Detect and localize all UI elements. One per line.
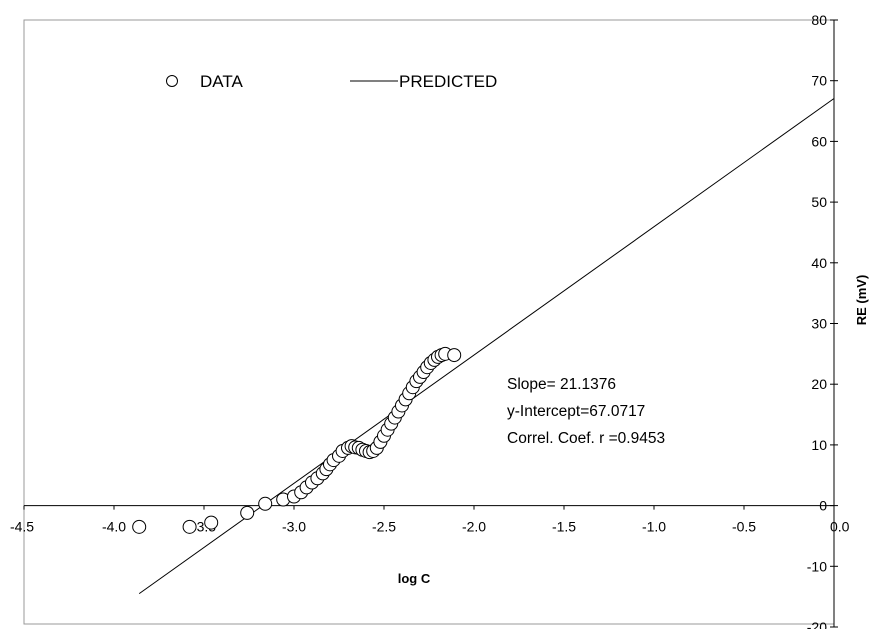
x-tick-label: -4.5 bbox=[10, 519, 34, 535]
correlation-annotation: Correl. Coef. r =0.9453 bbox=[507, 430, 665, 447]
x-tick-label: 0.0 bbox=[830, 519, 850, 535]
predicted-series bbox=[138, 98, 835, 595]
intercept-annotation: y-Intercept=67.0717 bbox=[507, 403, 645, 420]
data-series bbox=[132, 346, 462, 534]
x-tick-label: -2.0 bbox=[462, 519, 486, 535]
x-tick-label: -0.5 bbox=[732, 519, 756, 535]
y-axis-title: RE (mV) bbox=[854, 275, 869, 326]
y-tick-label: -20 bbox=[807, 619, 827, 629]
plot-area-frame bbox=[23, 19, 835, 625]
fit-annotations: Slope= 21.1376 y-Intercept=67.0717 Corre… bbox=[507, 376, 665, 447]
legend-data-marker bbox=[166, 75, 178, 87]
y-tick-label: 50 bbox=[811, 194, 827, 210]
slope-annotation: Slope= 21.1376 bbox=[507, 376, 616, 393]
legend-data-label: DATA bbox=[200, 72, 243, 91]
x-tick-label: -3.0 bbox=[282, 519, 306, 535]
x-tick-label: -1.0 bbox=[642, 519, 666, 535]
y-tick-label: 70 bbox=[811, 73, 827, 89]
y-tick-label: 40 bbox=[811, 255, 827, 271]
x-axis: -4.5 -4.0 -3.5 -3.0 -2.5 -2.0 -1.5 -1.0 -0.5 0.0 bbox=[10, 505, 850, 535]
y-tick-label: 30 bbox=[811, 316, 827, 332]
legend: DATA PREDICTED bbox=[166, 72, 497, 91]
predicted-line bbox=[138, 98, 835, 595]
x-axis-title: log C bbox=[398, 571, 431, 586]
data-point bbox=[204, 515, 219, 530]
y-tick-label: 60 bbox=[811, 133, 827, 149]
x-tick-label: -4.0 bbox=[102, 519, 126, 535]
data-point bbox=[132, 519, 147, 534]
data-point bbox=[447, 348, 462, 363]
y-tick-label: -10 bbox=[807, 558, 827, 574]
data-point bbox=[258, 496, 273, 511]
y-tick-label: 0 bbox=[819, 498, 827, 514]
data-point bbox=[182, 519, 197, 534]
y-tick-label: 20 bbox=[811, 376, 827, 392]
y-axis: -20 -10 0 10 20 30 40 50 60 70 80 bbox=[807, 12, 838, 629]
y-tick-label: 10 bbox=[811, 437, 827, 453]
x-tick-label: -1.5 bbox=[552, 519, 576, 535]
data-point bbox=[240, 505, 255, 520]
legend-predicted-label: PREDICTED bbox=[399, 72, 497, 91]
y-tick-label: 80 bbox=[811, 12, 827, 28]
x-tick-label: -2.5 bbox=[372, 519, 396, 535]
